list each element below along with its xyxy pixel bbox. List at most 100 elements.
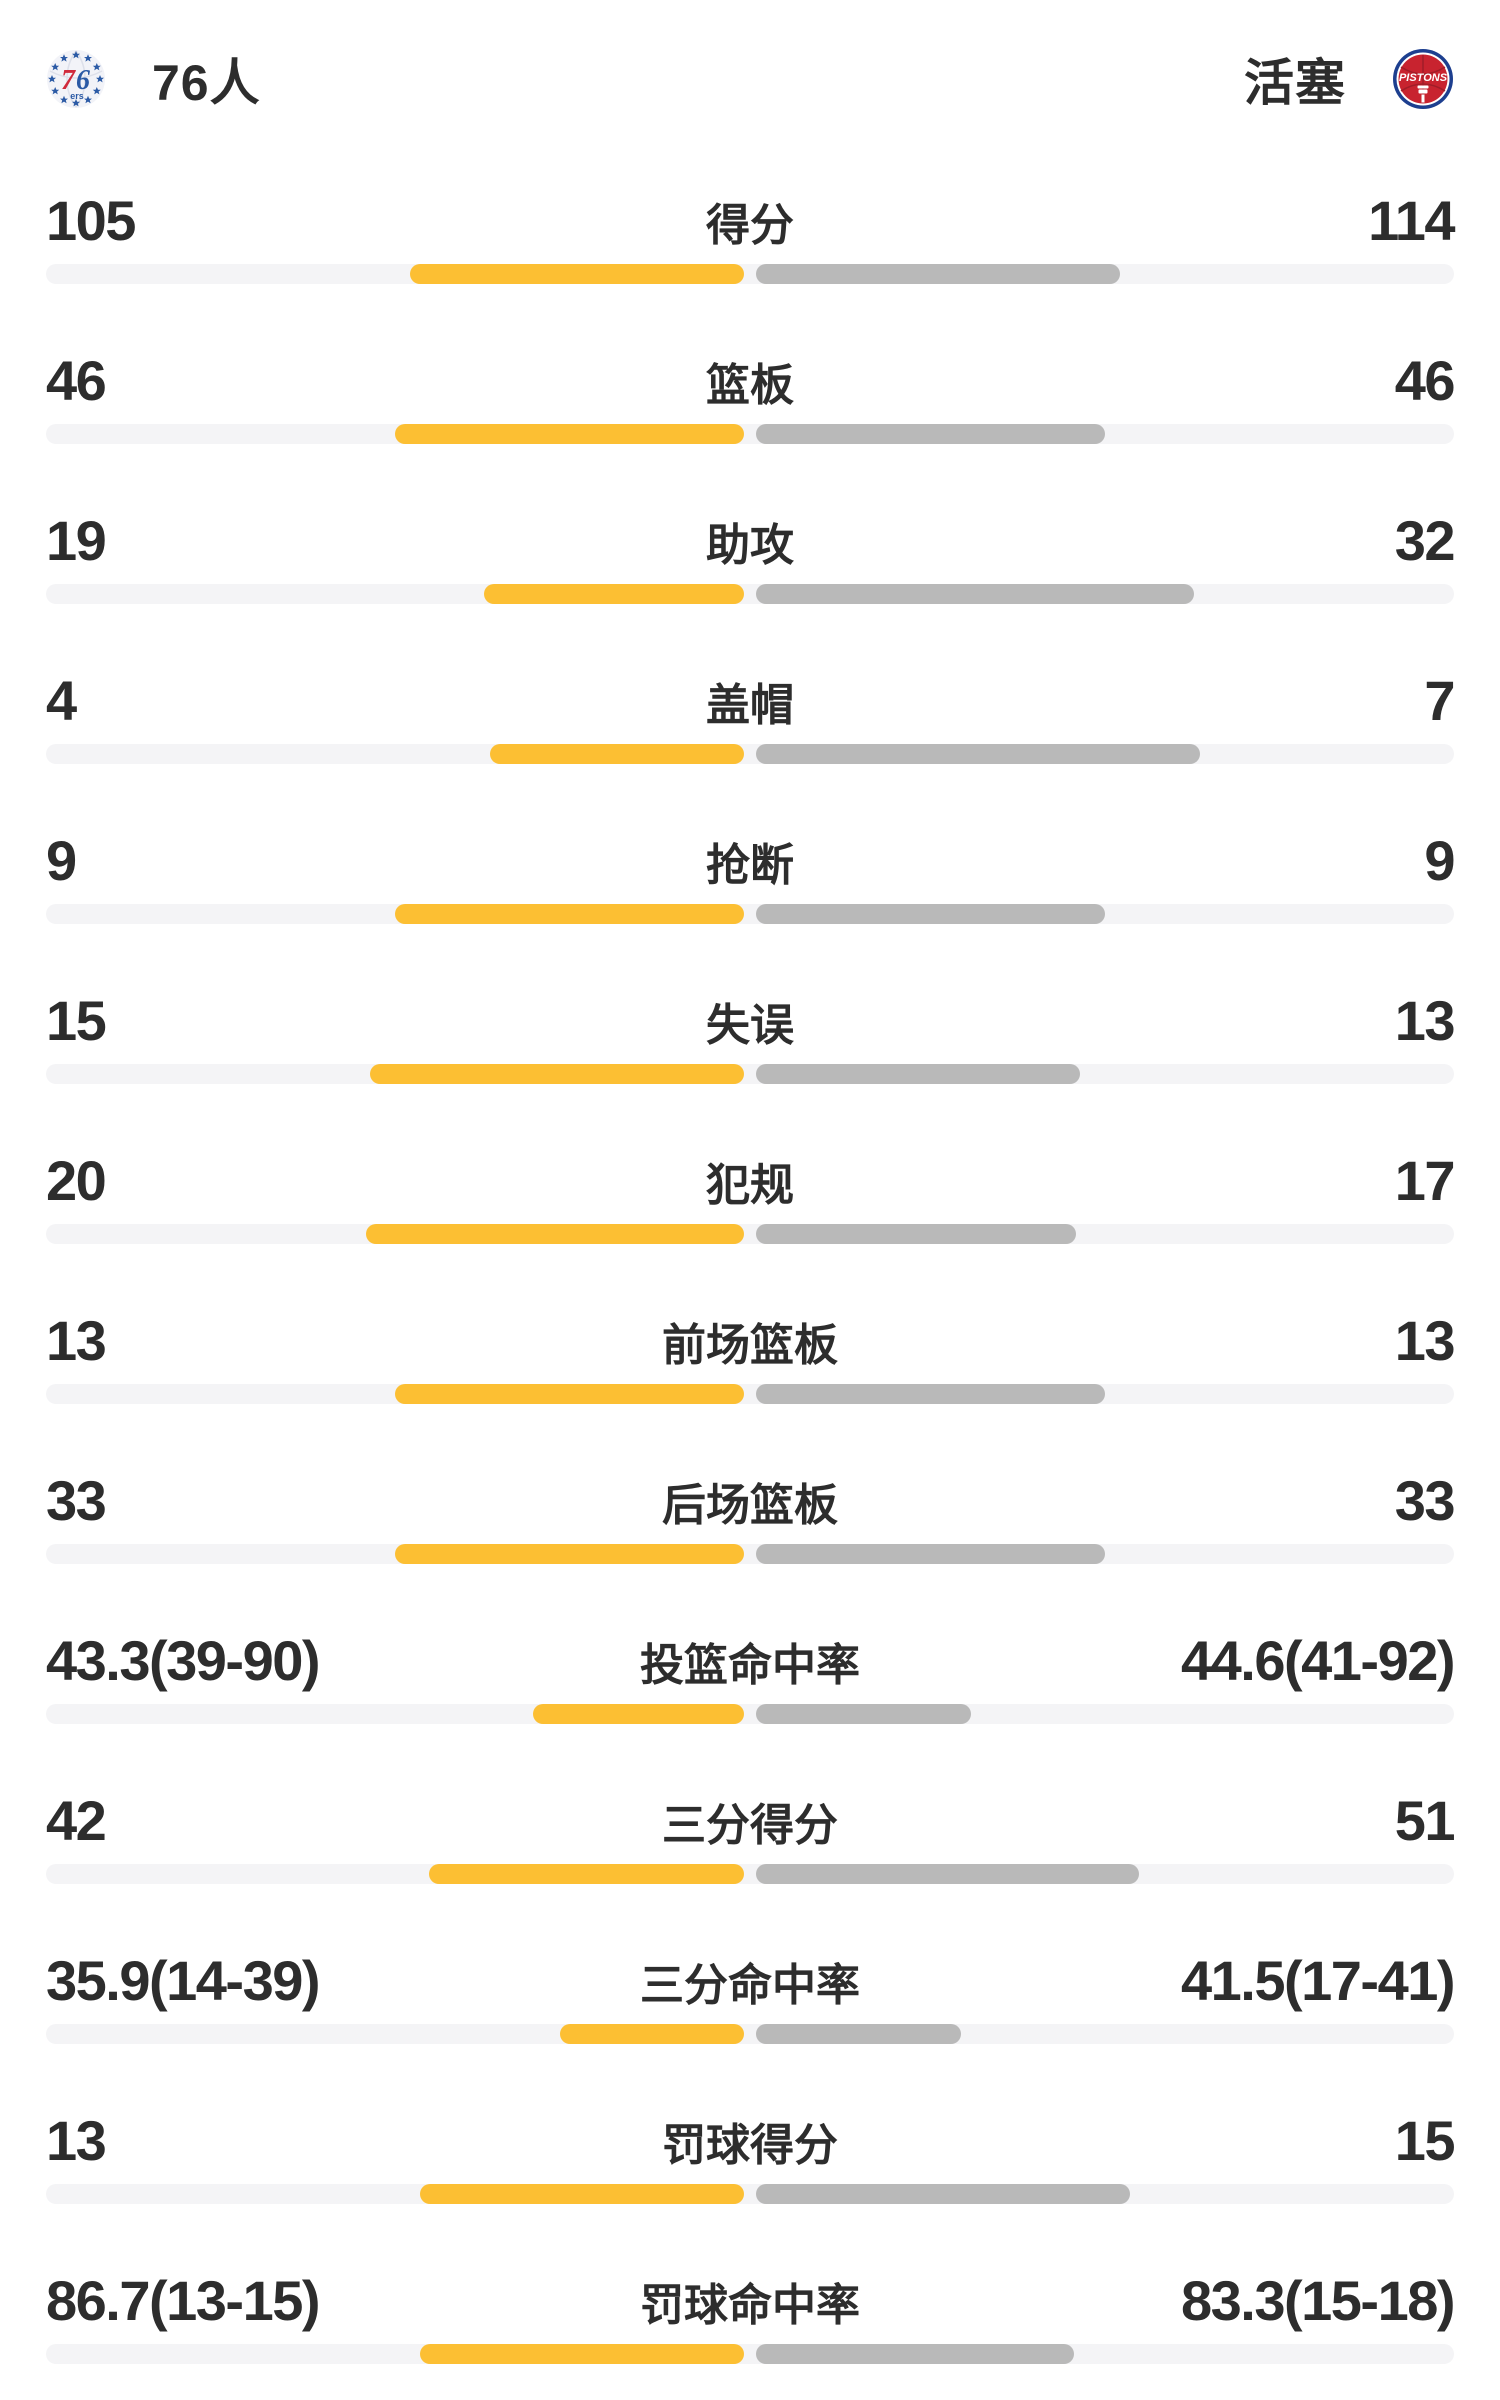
stat-values-line: 86.7(13-15) 罚球命中率 83.3(15-18) [46,2268,1456,2332]
stat-bar-track [46,2184,1454,2204]
away-team-name: 活塞 [1244,55,1346,111]
home-value: 46 [46,349,107,412]
away-value: 7 [1424,669,1455,732]
stat-values-line: 42 三分得分 51 [46,1788,1456,1852]
stat-row: 46 篮板 46 [46,318,1456,478]
stat-label: 得分 [706,200,794,250]
svg-text:PISTONS: PISTONS [1399,72,1448,84]
home-bar-zone [46,1864,750,1884]
home-value: 9 [46,829,77,892]
stat-label: 失误 [706,1000,794,1050]
home-stat-bar [395,1544,744,1564]
team-away: 活塞 PISTONS [1244,43,1454,115]
away-value: 83.3(15-18) [1180,2269,1456,2332]
stat-label: 前场篮板 [662,1320,838,1370]
away-bar-zone [750,424,1454,444]
away-stat-bar [756,264,1120,284]
stat-row: 35.9(14-39) 三分命中率 41.5(17-41) [46,1918,1456,2078]
stat-bar-track [46,264,1454,284]
away-value: 9 [1424,829,1455,892]
home-stat-bar [395,424,744,444]
away-stat-bar [756,2344,1074,2364]
home-value: 13 [46,1309,107,1372]
stat-values-line: 35.9(14-39) 三分命中率 41.5(17-41) [46,1948,1456,2012]
stat-row: 15 失误 13 [46,958,1456,1118]
home-value: 105 [46,189,136,252]
away-stat-bar [756,1384,1105,1404]
away-value: 32 [1394,509,1456,572]
stat-bar-track [46,584,1454,604]
stat-label: 投篮命中率 [640,1640,860,1690]
away-value: 114 [1368,189,1455,252]
stat-values-line: 43.3(39-90) 投篮命中率 44.6(41-92) [46,1628,1456,1692]
away-bar-zone [750,1704,1454,1724]
stat-row: 13 罚球得分 15 [46,2078,1456,2238]
home-bar-zone [46,1224,750,1244]
home-value: 35.9(14-39) [46,1949,321,2012]
away-stat-bar [756,1864,1139,1884]
stat-label: 助攻 [706,520,794,570]
team-home: 7 6 ers 76人 [46,43,261,115]
home-value: 33 [46,1469,107,1532]
home-bar-zone [46,2184,750,2204]
stat-row: 20 犯规 17 [46,1118,1456,1278]
stat-values-line: 4 盖帽 7 [46,668,1455,732]
pistons-logo-icon: PISTONS [1392,48,1454,110]
home-value: 42 [46,1789,107,1852]
stat-bar-track [46,1864,1454,1884]
away-bar-zone [750,1544,1454,1564]
away-bar-zone [750,744,1454,764]
home-stat-bar [483,584,744,604]
stat-bar-track [46,904,1454,924]
stat-values-line: 20 犯规 17 [46,1148,1456,1212]
stat-values-line: 15 失误 13 [46,988,1456,1052]
stat-label: 犯规 [706,1160,794,1210]
svg-text:7: 7 [61,65,76,96]
away-value: 33 [1394,1469,1456,1532]
away-value: 17 [1394,1149,1456,1212]
away-value: 13 [1394,989,1456,1052]
sixers-logo-icon: 7 6 ers [46,49,106,109]
svg-text:ers: ers [70,91,84,101]
stat-bar-track [46,1384,1454,1404]
away-bar-zone [750,1224,1454,1244]
home-stat-bar [533,1704,744,1724]
away-bar-zone [750,1064,1454,1084]
home-stat-bar [395,1384,744,1404]
stat-row: 42 三分得分 51 [46,1758,1456,1918]
stat-values-line: 33 后场篮板 33 [46,1468,1456,1532]
stat-bar-track [46,744,1454,764]
stat-values-line: 46 篮板 46 [46,348,1456,412]
away-value: 51 [1394,1789,1456,1852]
away-bar-zone [750,1864,1454,1884]
home-stat-bar [420,2344,744,2364]
home-value: 43.3(39-90) [46,1629,321,1692]
stat-values-line: 9 抢断 9 [46,828,1455,892]
away-value: 15 [1394,2109,1456,2172]
home-bar-zone [46,744,750,764]
away-value: 46 [1394,349,1456,412]
stat-label: 三分命中率 [640,1960,860,2010]
home-stat-bar [428,1864,744,1884]
stat-label: 三分得分 [662,1800,838,1850]
stat-row: 43.3(39-90) 投篮命中率 44.6(41-92) [46,1598,1456,1758]
away-bar-zone [750,904,1454,924]
home-team-name: 76人 [152,55,261,111]
home-stat-bar [420,2184,744,2204]
away-bar-zone [750,2344,1454,2364]
home-stat-bar [395,904,744,924]
home-bar-zone [46,2344,750,2364]
stat-values-line: 13 前场篮板 13 [46,1308,1456,1372]
home-value: 19 [46,509,107,572]
home-bar-zone [46,904,750,924]
away-stat-bar [756,1224,1077,1244]
stat-label: 篮板 [706,360,794,410]
stat-row: 9 抢断 9 [46,798,1455,958]
away-stat-bar [756,584,1194,604]
home-bar-zone [46,264,750,284]
stat-bar-track [46,2024,1454,2044]
away-bar-zone [750,584,1454,604]
home-bar-zone [46,1064,750,1084]
stat-bar-track [46,2344,1454,2364]
home-value: 15 [46,989,107,1052]
